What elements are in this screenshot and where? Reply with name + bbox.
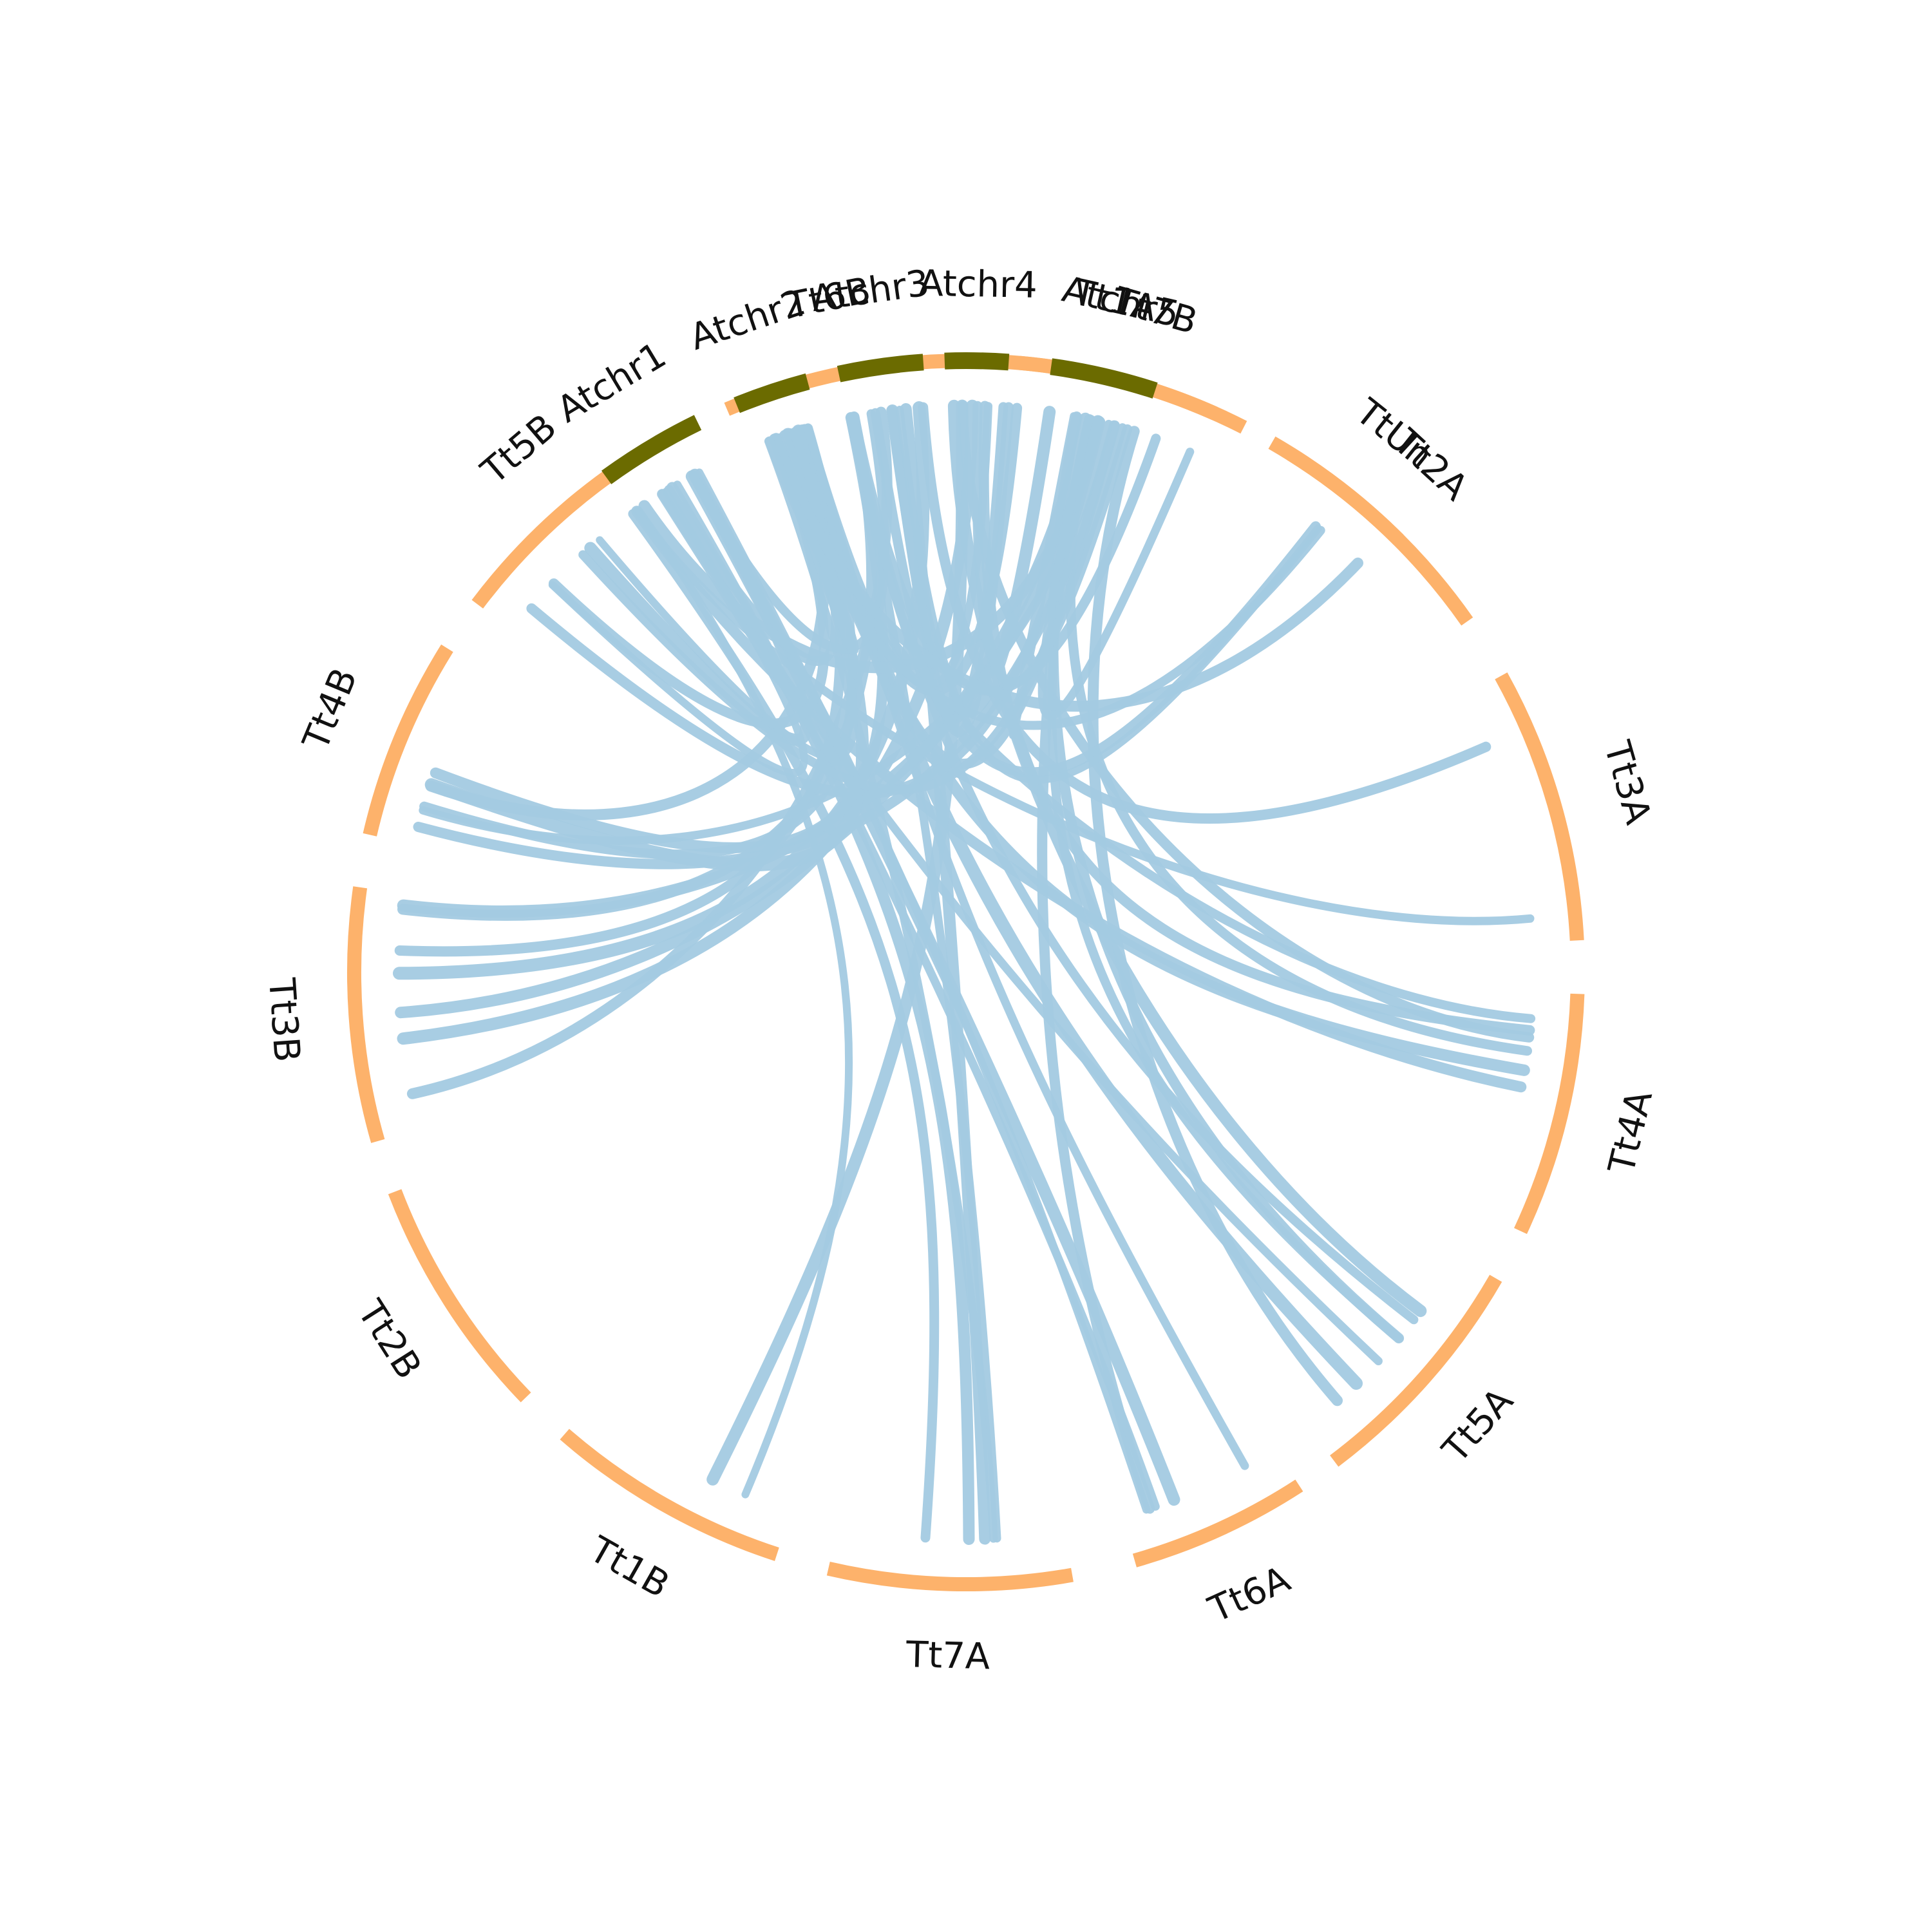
synteny-link <box>1087 426 1343 1406</box>
segment-tt6a <box>1132 1479 1303 1567</box>
synteny-link <box>764 436 1325 730</box>
label-tt4a: Tt4A <box>1600 1086 1661 1179</box>
segment-tt7a <box>826 1561 1074 1591</box>
segment-tt1b <box>560 1428 779 1561</box>
synteny-link <box>1037 415 1195 720</box>
synteny-link <box>413 420 1120 869</box>
synteny-link <box>1009 412 1083 739</box>
label-atchr1: Atchr1 <box>550 334 673 431</box>
label-atchr2: Atchr2 <box>685 281 810 359</box>
label-tt6a: Tt6A <box>1202 1558 1296 1631</box>
label-tt2b: Tt2B <box>349 1293 430 1387</box>
segment-tt4a <box>1514 993 1585 1235</box>
segment-tt3b <box>347 886 385 1143</box>
label-atchr3: Atchr3 <box>809 262 932 320</box>
synteny-link <box>770 433 1363 712</box>
segment-tt5a <box>1330 1274 1502 1467</box>
segment-atchr2 <box>734 373 810 413</box>
synteny-link <box>918 402 1492 824</box>
label-tt3a: Tt3A <box>1595 736 1659 829</box>
label-tt5a: Tt5A <box>1434 1380 1522 1471</box>
synteny-link <box>419 423 857 860</box>
label-tt4b: Tt4B <box>295 663 366 757</box>
label-tt7a: Tt7A <box>905 1634 990 1678</box>
segment-tt4b <box>363 644 453 837</box>
synteny-link <box>804 424 1249 1470</box>
label-tt1b: Tt1B <box>582 1528 676 1606</box>
synteny-links <box>393 399 1536 1545</box>
synteny-link <box>706 399 969 1486</box>
synteny-link <box>896 406 1322 784</box>
segment-ttun <box>1286 448 1404 545</box>
segment-atchr5 <box>1050 358 1158 399</box>
label-tt5b: Tt5B <box>473 406 565 493</box>
chromosome-segments <box>347 352 1585 1591</box>
label-atchr5: Atchr5 <box>1058 269 1183 336</box>
segment-atchr3 <box>837 354 924 383</box>
segment-atchr1 <box>601 415 702 484</box>
synteny-link <box>548 433 829 729</box>
segment-tt2b <box>388 1189 531 1403</box>
synteny-link <box>972 401 1133 688</box>
label-atchr4: Atchr4 <box>918 263 1037 307</box>
segment-tt3a <box>1495 672 1584 941</box>
synteny-link <box>947 399 1427 1318</box>
segment-atchr4 <box>944 352 1010 371</box>
label-tt3b: Tt3B <box>260 976 308 1063</box>
synteny-link <box>638 415 1105 674</box>
synteny-link <box>634 506 853 1499</box>
synteny-link <box>631 506 1527 1093</box>
